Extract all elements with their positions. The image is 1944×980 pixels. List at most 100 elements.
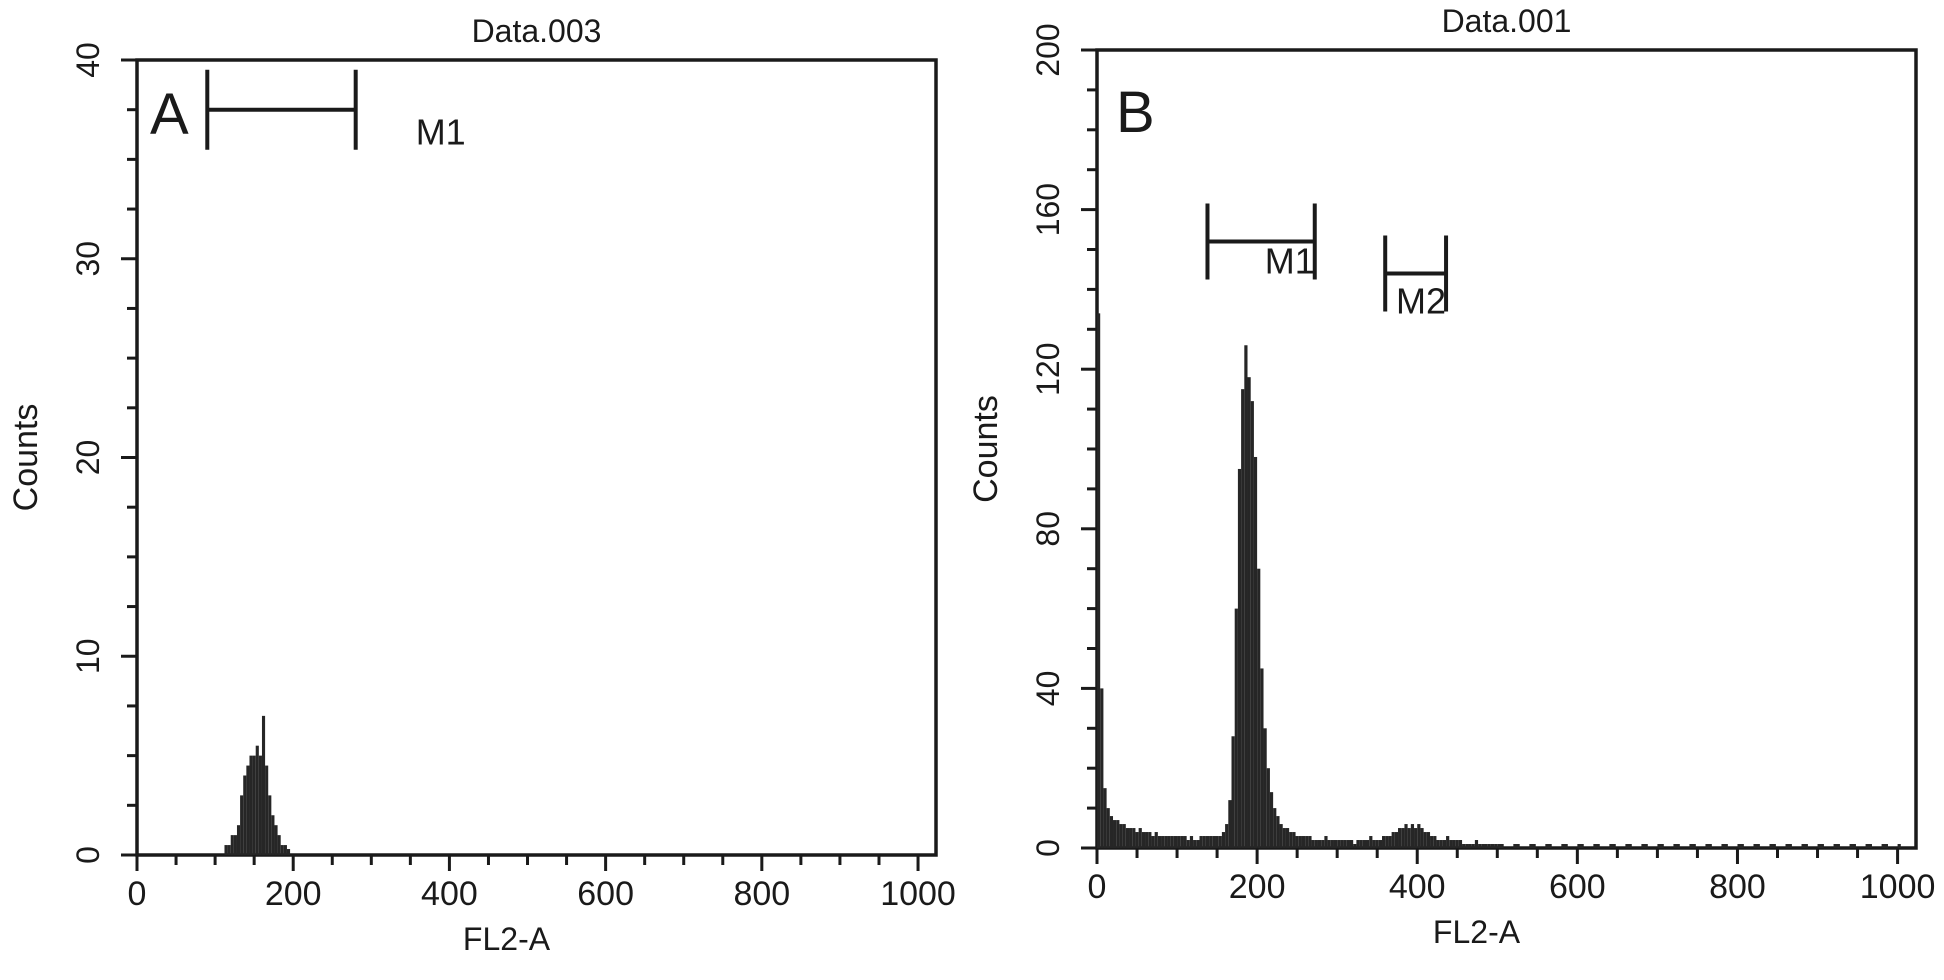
histogram-bar [1298, 836, 1302, 848]
x-axis-label: FL2-A [463, 921, 551, 957]
histogram-bar [1154, 832, 1158, 848]
histogram-bar [1285, 828, 1290, 848]
histogram-bar [1577, 844, 1584, 848]
histogram-bar [1414, 828, 1418, 848]
histogram-bar [1689, 844, 1696, 848]
x-tick-label: 1000 [1860, 868, 1936, 906]
y-tick-label: 40 [1030, 671, 1066, 707]
x-tick-label: 800 [1709, 868, 1766, 906]
y-tick-label: 20 [70, 440, 106, 476]
histogram-bar [1382, 836, 1386, 848]
x-tick-label: 600 [577, 875, 634, 913]
histogram-bar [1196, 840, 1200, 848]
x-axis-label: FL2-A [1433, 914, 1521, 950]
marker-gate-label: M1 [416, 112, 466, 153]
histogram-bar [1321, 840, 1325, 848]
histogram-bar [1170, 836, 1174, 848]
histogram-bar [1449, 840, 1453, 848]
histogram-bar [1641, 844, 1648, 848]
histogram-bar [252, 755, 256, 855]
histogram-bar [1833, 844, 1840, 848]
histogram-bar [268, 795, 272, 855]
histogram-bar [1417, 824, 1421, 848]
histogram-bar [1186, 840, 1190, 848]
histogram-bar [1420, 828, 1424, 848]
histogram-bar [1269, 792, 1274, 848]
histogram-bar [1148, 832, 1152, 848]
histogram-bar [1237, 468, 1242, 848]
histogram-bar [1423, 832, 1427, 848]
histogram-bar [1753, 844, 1760, 848]
histogram-bar [1129, 828, 1133, 848]
histogram-bar [1340, 840, 1344, 848]
histogram-bar [1205, 836, 1210, 848]
histogram-bar [1356, 840, 1360, 848]
histogram-bar [1494, 844, 1498, 848]
plot-frame [1095, 48, 1918, 850]
histogram-bar [1173, 836, 1178, 848]
histogram-bar [1177, 836, 1181, 848]
histogram-bar [1145, 832, 1149, 848]
x-tick-label: 400 [421, 875, 478, 913]
histogram-bar [1241, 389, 1245, 848]
histogram-bar [1337, 840, 1341, 848]
histogram-bar [1436, 840, 1440, 848]
histogram-bar [1372, 840, 1376, 848]
histogram-bar [286, 849, 291, 855]
histogram-bar [1388, 836, 1392, 848]
histogram-bar [1266, 768, 1270, 848]
histogram-bar [1817, 844, 1824, 848]
x-tick-label: 0 [1088, 868, 1107, 906]
histogram-bar [1369, 836, 1373, 848]
y-tick-label: 40 [70, 42, 106, 78]
marker-gate-label: M1 [1265, 241, 1315, 282]
chart-title: Data.003 [472, 13, 602, 49]
histogram-bar [1458, 840, 1463, 848]
histogram-bar [1273, 808, 1277, 848]
histogram-bar [1349, 840, 1354, 848]
histogram-bar [1625, 844, 1632, 848]
histogram-bar [1465, 844, 1469, 848]
histogram-bar [1151, 836, 1155, 848]
histogram-bar [1407, 828, 1411, 848]
histogram-bar [1314, 840, 1318, 848]
histogram-bar [1484, 844, 1488, 848]
x-tick-label: 600 [1549, 868, 1606, 906]
histogram-bar [261, 715, 266, 855]
histogram-bar [1455, 840, 1459, 848]
histogram-bar [1897, 844, 1901, 848]
histogram-bar [1132, 828, 1136, 848]
histogram-bar [1737, 844, 1744, 848]
x-tick-label: 800 [733, 875, 790, 913]
histogram-bar [236, 825, 241, 855]
histogram-bar [1404, 824, 1408, 848]
histogram-bar [1301, 836, 1306, 848]
y-axis-label: Counts [967, 395, 1005, 503]
histogram-bar [1199, 836, 1203, 848]
histogram-bar [1189, 836, 1194, 848]
histogram-bar [1378, 840, 1383, 848]
histogram-bar [1193, 840, 1197, 848]
histogram-bar [230, 835, 234, 855]
histogram-bar [1346, 840, 1350, 848]
histogram-bar [1097, 313, 1101, 849]
histogram-bar [1225, 824, 1229, 848]
y-tick-label: 80 [1030, 511, 1066, 547]
histogram-bar [1801, 844, 1808, 848]
histogram-bar [1305, 836, 1309, 848]
histogram-bar [1135, 832, 1139, 848]
histogram-bar [1330, 840, 1334, 848]
histogram-bar [1157, 836, 1162, 848]
y-tick-label: 120 [1030, 343, 1066, 396]
chart-title: Data.001 [1442, 3, 1572, 39]
histogram-bar [1593, 844, 1600, 848]
histogram-bar [1462, 844, 1466, 848]
panel-letter: A [150, 82, 189, 147]
histogram-bar [1471, 844, 1475, 848]
histogram-bar [1116, 820, 1120, 848]
marker-gate-label: M2 [1396, 280, 1446, 321]
histogram-bar [1218, 836, 1222, 848]
histogram-bar [1103, 788, 1107, 848]
histogram-bar [283, 845, 287, 855]
